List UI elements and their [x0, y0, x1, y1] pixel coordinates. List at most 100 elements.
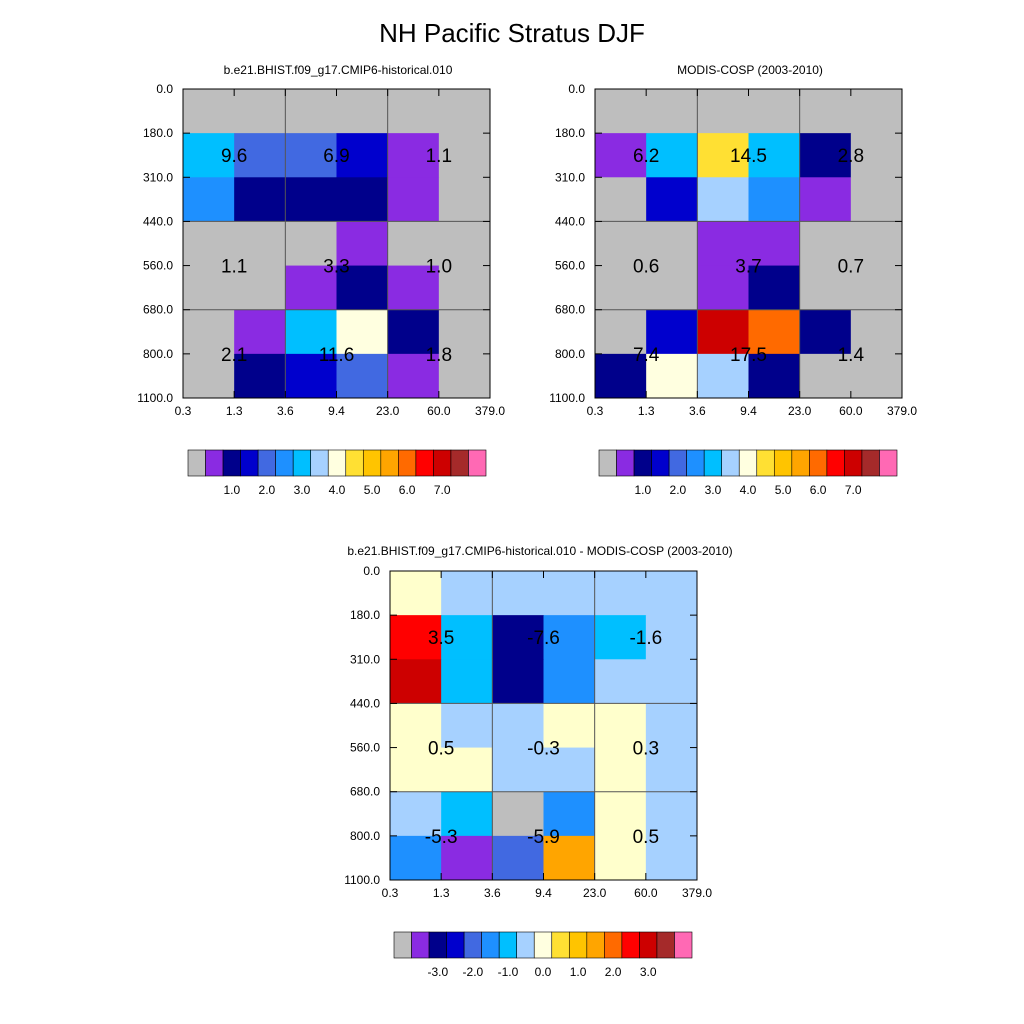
colorbar-swatch	[498, 931, 518, 959]
data-label: 14.5	[730, 146, 767, 167]
y-tick-label: 560.0	[143, 259, 173, 273]
heatmap-cell	[646, 309, 698, 355]
colorbar-swatch	[481, 931, 500, 959]
heatmap-cell	[438, 265, 491, 311]
data-label: -5.9	[527, 827, 560, 848]
heatmap-cell	[645, 659, 698, 704]
x-tick-label: 1.3	[226, 404, 243, 418]
data-label: -0.3	[527, 739, 560, 760]
y-tick-label: 180.0	[555, 126, 585, 140]
colorbar-label: 1.0	[634, 483, 651, 497]
heatmap-cell	[183, 221, 235, 267]
heatmap-cell	[850, 265, 903, 311]
x-tick-label: 0.3	[587, 404, 604, 418]
heatmap-cell	[492, 703, 544, 749]
heatmap-cell	[441, 703, 493, 749]
heatmap-cell	[748, 309, 801, 355]
panel-title-obs: MODIS-COSP (2003-2010)	[677, 63, 823, 77]
heatmap-cell	[234, 353, 286, 399]
colorbar-swatch	[446, 931, 465, 959]
colorbar-label: -3.0	[427, 965, 448, 979]
y-tick-label: 680.0	[143, 303, 173, 317]
y-tick-label: 680.0	[350, 785, 380, 799]
colorbar-swatch	[222, 449, 241, 477]
heatmap-cell	[492, 659, 544, 704]
heatmap-cell	[234, 265, 286, 311]
y-tick-label: 180.0	[143, 126, 173, 140]
x-tick-label: 3.6	[277, 404, 294, 418]
colorbar-swatch	[586, 931, 605, 959]
heatmap-cell	[697, 177, 749, 222]
heatmap-cell	[492, 615, 544, 660]
colorbar-swatch	[668, 449, 687, 477]
heatmap-cell	[438, 221, 491, 267]
heatmap-cell	[336, 89, 389, 134]
heatmap-cell	[748, 221, 801, 267]
colorbar-label: 5.0	[364, 483, 381, 497]
colorbar-swatch	[310, 449, 329, 477]
y-tick-label: 0.0	[156, 82, 173, 96]
colorbar-swatch	[633, 449, 652, 477]
heatmap-cell	[336, 177, 389, 222]
colorbar-swatch	[187, 449, 206, 477]
heatmap-cell	[438, 89, 491, 134]
heatmap-cell	[697, 265, 749, 311]
colorbar-swatch	[533, 931, 553, 959]
heatmap-cell	[183, 89, 235, 134]
heatmap-cell	[387, 309, 440, 355]
data-label: 0.5	[633, 827, 659, 848]
heatmap-cell	[748, 265, 801, 311]
heatmap-cell	[645, 791, 698, 837]
heatmap-cell	[336, 309, 389, 355]
heatmap-cell	[595, 177, 647, 222]
data-label: 1.1	[221, 257, 247, 278]
colorbar-swatch	[327, 449, 347, 477]
colorbar-label: -2.0	[463, 965, 484, 979]
y-tick-label: 0.0	[568, 82, 585, 96]
data-label: 1.8	[426, 345, 452, 366]
x-tick-label: 379.0	[475, 404, 505, 418]
colorbar-swatch	[756, 449, 775, 477]
heatmap-cell	[594, 659, 647, 704]
colorbar-swatch	[639, 931, 658, 959]
data-label: 3.3	[323, 257, 349, 278]
heatmap-cell	[850, 353, 903, 399]
heatmap-cell	[799, 177, 852, 222]
heatmap-cell	[697, 353, 749, 399]
y-tick-label: 800.0	[350, 829, 380, 843]
colorbar-label: 6.0	[810, 483, 827, 497]
heatmap-cell	[646, 89, 698, 134]
x-tick-label: 60.0	[634, 886, 658, 900]
heatmap-cell	[336, 133, 389, 178]
x-tick-label: 9.4	[740, 404, 757, 418]
heatmap-cell	[748, 133, 801, 178]
colorbar-swatch	[844, 449, 863, 477]
y-tick-label: 560.0	[350, 741, 380, 755]
y-tick-label: 310.0	[555, 170, 585, 184]
heatmap-cell	[645, 615, 698, 660]
heatmap-cell	[183, 265, 235, 311]
heatmap-cell	[850, 133, 903, 178]
heatmap-cell	[543, 659, 596, 704]
heatmap-cell	[646, 353, 698, 399]
heatmap-cell	[543, 571, 596, 616]
heatmap-cell	[595, 221, 647, 267]
colorbar-swatch	[656, 931, 675, 959]
y-tick-label: 0.0	[363, 564, 380, 578]
heatmap-cell	[595, 353, 647, 399]
colorbar-swatch	[791, 449, 810, 477]
heatmap-cell	[285, 265, 337, 311]
heatmap-cell	[492, 747, 544, 793]
heatmap-cell	[441, 571, 493, 616]
page-title: NH Pacific Stratus DJF	[379, 18, 645, 48]
x-tick-label: 379.0	[682, 886, 712, 900]
colorbar-swatch	[604, 931, 623, 959]
heatmap-cell	[387, 177, 440, 222]
heatmap-cell	[799, 89, 852, 134]
heatmap-cell	[850, 177, 903, 222]
data-label: 0.7	[838, 257, 864, 278]
colorbar-label: 3.0	[640, 965, 657, 979]
heatmap-cell	[748, 89, 801, 134]
data-label: 2.8	[838, 146, 864, 167]
heatmap-cell	[285, 89, 337, 134]
